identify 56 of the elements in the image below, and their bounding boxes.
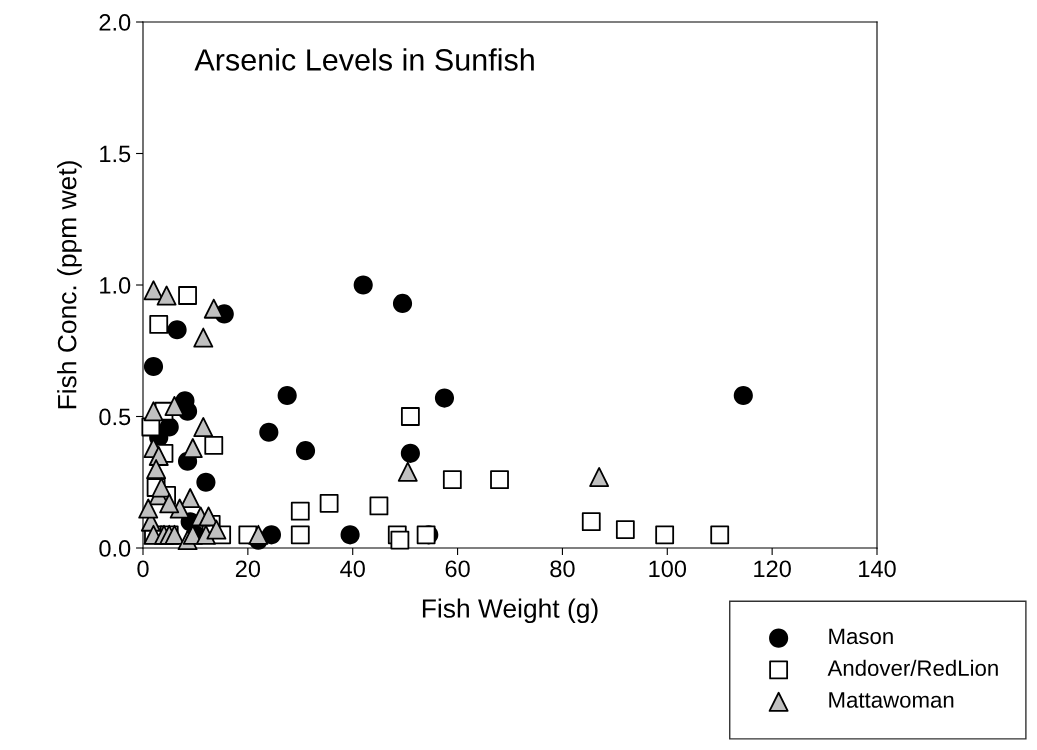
point (146, 459, 167, 480)
legend-label: Andover/RedLion (827, 659, 998, 676)
point (392, 293, 413, 313)
x-tick-label: 60 (445, 560, 470, 578)
point (164, 396, 185, 416)
point (353, 275, 373, 295)
point (400, 443, 420, 463)
point (710, 525, 730, 545)
point (655, 525, 675, 545)
point (151, 477, 172, 498)
point (167, 320, 187, 340)
y-tick-label: 1.0 (100, 277, 131, 294)
point (198, 506, 219, 527)
legend-label: Mattawoman (829, 692, 954, 708)
y-tick-label: 0.5 (99, 408, 131, 426)
y-tick-label: 0.0 (99, 540, 131, 557)
point (203, 298, 224, 319)
x-axis-title: Fish Weight (g) (422, 598, 598, 624)
point (290, 525, 310, 545)
point (180, 488, 201, 508)
point (340, 525, 360, 545)
point (143, 280, 164, 301)
y-tick-label: 1.5 (100, 145, 131, 163)
text: Arsenic Levels in Sunfish (194, 48, 534, 71)
point (196, 472, 216, 492)
point (182, 438, 203, 459)
point (143, 401, 164, 422)
point (434, 388, 455, 408)
point (390, 530, 410, 550)
point (733, 385, 753, 406)
point (206, 519, 227, 540)
x-tick-label: 120 (754, 560, 791, 578)
point (369, 496, 389, 516)
point (277, 385, 297, 406)
x-tick-label: 80 (550, 560, 575, 578)
point (589, 467, 610, 487)
point (143, 356, 164, 377)
point (397, 461, 418, 482)
point (164, 524, 185, 545)
y-tick-label: 2.0 (99, 14, 131, 31)
point (159, 493, 180, 514)
point (138, 498, 159, 519)
point (248, 524, 269, 545)
point (259, 422, 279, 442)
point (156, 285, 177, 306)
x-tick-label: 140 (859, 560, 896, 578)
legend-label: Mason (829, 628, 893, 645)
y-axis-title: Fish Conc. (ppm wet) (57, 161, 82, 409)
x-tick-label: 20 (235, 560, 261, 578)
x-tick-label: 100 (649, 560, 687, 578)
point (193, 327, 214, 348)
x-tick-label: 0 (137, 560, 149, 578)
point (290, 501, 310, 521)
point (295, 441, 316, 461)
x-tick-label: 40 (340, 560, 365, 578)
point (193, 417, 214, 437)
